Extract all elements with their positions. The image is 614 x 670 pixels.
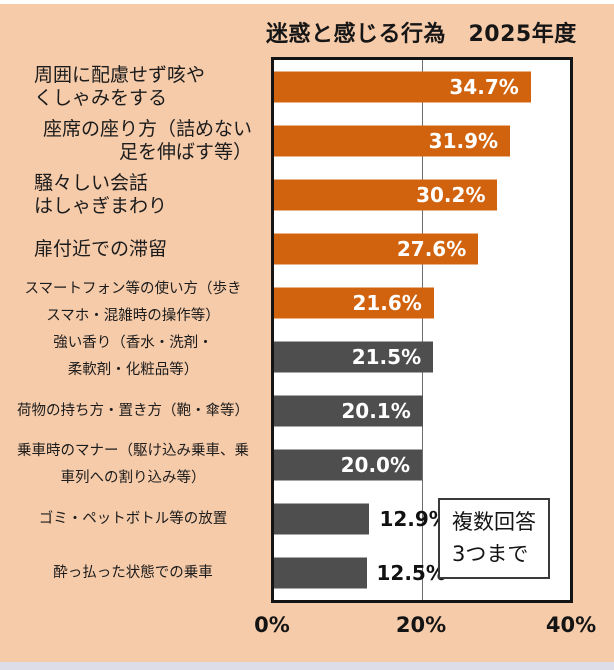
category-line: 乗車時のマナー（駆け込み乗車、乗 (17, 443, 249, 460)
x-tick-40: 40% (545, 613, 597, 637)
bar-row: 12.9% (274, 492, 570, 546)
bar-row: 20.0% (274, 438, 570, 492)
bar-value-label: 12.9% (379, 507, 449, 531)
note-box: 複数回答 3つまで (438, 498, 550, 579)
category-line: 座席の座り方（詰めない (42, 118, 252, 141)
plot-area: 34.7% 31.9% 30.2% 27.6% 21.6% 21.5% (271, 57, 573, 603)
bar (274, 341, 434, 373)
bar-value-label: 20.0% (340, 453, 410, 477)
bar-value-label: 21.6% (352, 291, 422, 315)
category-line: 足を伸ばす等） (118, 141, 252, 163)
bar (274, 179, 498, 211)
category-label: 乗車時のマナー（駆け込み乗車、乗 車列への割り込み等） (0, 438, 266, 492)
bar (274, 557, 367, 589)
bar-row: 30.2% (274, 168, 570, 222)
bar-row: 34.7% (274, 60, 570, 114)
bar-rows: 34.7% 31.9% 30.2% 27.6% 21.6% 21.5% (274, 60, 570, 600)
bar-row: 12.5% (274, 546, 570, 600)
bar-value-label: 12.5% (376, 561, 446, 585)
bar-row: 21.5% (274, 330, 570, 384)
bar-value-label: 20.1% (341, 399, 411, 423)
bar-row: 27.6% (274, 222, 570, 276)
bar (274, 503, 370, 535)
bar-value-label: 30.2% (416, 183, 486, 207)
gridline-20-percent (421, 60, 423, 600)
category-line: 荷物の持ち方・置き方（鞄・傘等） (17, 402, 249, 419)
bar-row: 20.1% (274, 384, 570, 438)
bottom-border-strip (0, 662, 614, 670)
bar (274, 125, 511, 157)
bar (274, 71, 531, 103)
bar-row: 31.9% (274, 114, 570, 168)
category-line: 柔軟剤・化粧品等） (67, 362, 199, 378)
category-label: 座席の座り方（詰めない 足を伸ばす等） (0, 114, 266, 168)
category-label: スマートフォン等の使い方（歩き スマホ・混雑時の操作等） (0, 276, 266, 330)
category-label: ゴミ・ペットボトル等の放置 (0, 492, 266, 546)
bar (274, 287, 434, 319)
bar-value-label: 34.7% (449, 75, 519, 99)
note-line-1: 複数回答 (452, 510, 536, 534)
chart-title: 迷惑と感じる行為 2025年度 (266, 22, 577, 47)
bar (274, 233, 479, 265)
category-line: ゴミ・ペットボトル等の放置 (38, 510, 228, 527)
x-tick-0: 0% (254, 613, 290, 637)
category-label: 周囲に配慮せず咳や くしゃみをする (0, 60, 266, 114)
category-line: 酔っ払った状態での乗車 (53, 564, 213, 581)
top-border-strip (0, 0, 614, 4)
bar (274, 395, 423, 427)
category-line: はしゃぎまわり (34, 195, 168, 217)
category-line: 騒々しい会話 (34, 172, 149, 195)
category-line: 周囲に配慮せず咳や (34, 64, 206, 87)
bar-row: 21.6% (274, 276, 570, 330)
category-label: 強い香り（香水・洗剤・ 柔軟剤・化粧品等） (0, 330, 266, 384)
category-line: くしゃみをする (34, 87, 168, 109)
bar-value-label: 27.6% (396, 237, 467, 261)
x-axis: 0% 20% 40% (0, 613, 614, 643)
category-label: 酔っ払った状態での乗車 (0, 546, 266, 600)
category-label: 扉付近での滞留 (0, 222, 266, 276)
category-line: 強い香り（香水・洗剤・ (53, 335, 213, 352)
category-label: 騒々しい会話 はしゃぎまわり (0, 168, 266, 222)
category-line: 扉付近での滞留 (34, 237, 168, 260)
category-line: スマートフォン等の使い方（歩き (24, 281, 242, 298)
bar (274, 449, 422, 481)
x-tick-20: 20% (395, 613, 447, 637)
category-line: 車列への割り込み等） (60, 470, 206, 486)
category-label-column: 周囲に配慮せず咳や くしゃみをする 座席の座り方（詰めない 足を伸ばす等） 騒々… (0, 60, 266, 600)
bar-value-label: 31.9% (428, 129, 499, 153)
category-label: 荷物の持ち方・置き方（鞄・傘等） (0, 384, 266, 438)
category-line: スマホ・混雑時の操作等） (46, 308, 220, 324)
bar-value-label: 21.5% (351, 345, 422, 369)
note-line-2: 3つまで (452, 541, 529, 566)
